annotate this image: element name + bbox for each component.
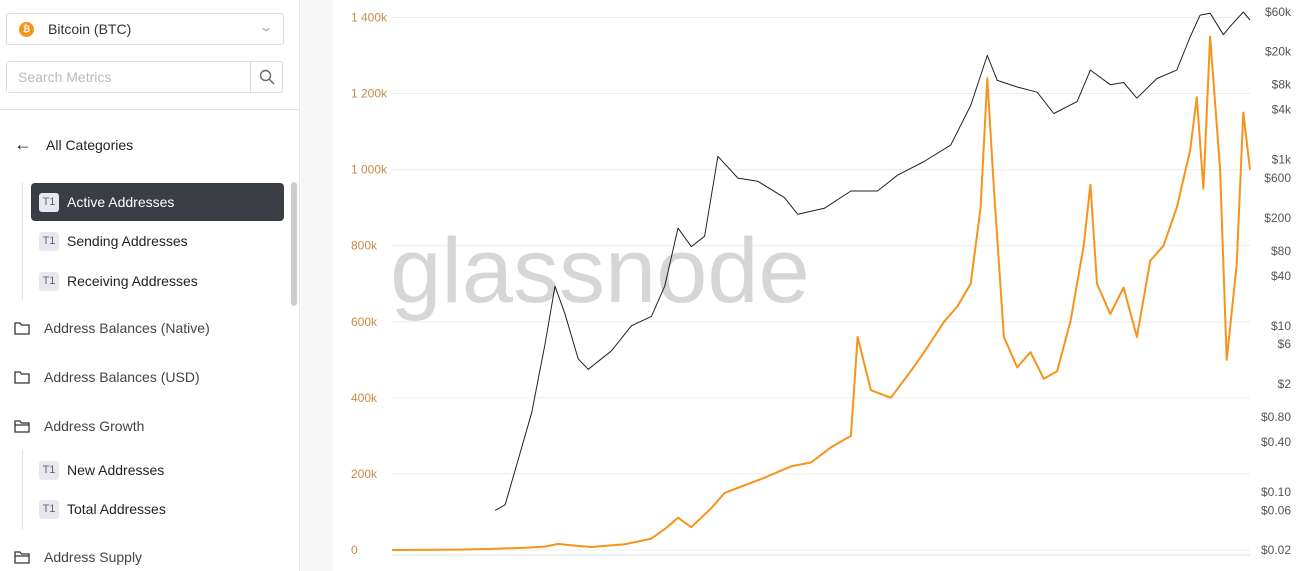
- chevron-down-icon: ⌄: [257, 20, 275, 34]
- y-right-tick-label: $80: [1271, 244, 1291, 258]
- y-right-tick-label: $0.06: [1261, 503, 1291, 517]
- tree-line: [22, 450, 23, 530]
- metric-receiving-addresses[interactable]: T1 Receiving Addresses: [31, 262, 284, 300]
- category-address-balances-usd[interactable]: Address Balances (USD): [14, 369, 200, 385]
- search-icon: [259, 69, 274, 85]
- category-label: Address Supply: [44, 549, 143, 565]
- x-tick-label: 2018: [977, 569, 1004, 571]
- tier-badge: T1: [39, 231, 59, 251]
- watermark: glassnode: [390, 220, 809, 322]
- metric-label: Receiving Addresses: [67, 273, 198, 289]
- divider: [0, 109, 300, 110]
- x-tick-label: 2016: [844, 569, 871, 571]
- metric-new-addresses[interactable]: T1 New Addresses: [31, 451, 284, 489]
- tier-badge: T1: [39, 499, 59, 519]
- metric-sending-addresses[interactable]: T1 Sending Addresses: [31, 222, 284, 260]
- arrow-left-icon: ←: [14, 134, 32, 154]
- search-box: [6, 61, 283, 93]
- asset-label: Bitcoin (BTC): [48, 21, 132, 37]
- all-categories-back[interactable]: ← All Categories: [14, 134, 133, 155]
- tier-badge: T1: [39, 460, 59, 480]
- y-left-tick-label: 0: [351, 543, 358, 557]
- category-label: Address Balances (USD): [44, 369, 200, 385]
- tree-line: [22, 182, 23, 300]
- y-left-tick-label: 400k: [351, 391, 378, 405]
- back-label: All Categories: [46, 136, 134, 153]
- tier-badge: T1: [39, 192, 59, 212]
- category-label: Address Balances (Native): [44, 320, 210, 336]
- y-right-tick-label: $1k: [1272, 153, 1292, 167]
- y-right-tick-label: $10: [1271, 319, 1291, 333]
- category-address-growth[interactable]: Address Growth: [14, 418, 144, 434]
- y-left-tick-label: 1 000k: [351, 163, 388, 177]
- y-right-tick-label: $8k: [1272, 78, 1292, 92]
- y-right-tick-label: $200: [1264, 211, 1291, 225]
- metric-label: New Addresses: [67, 462, 165, 478]
- bitcoin-icon: ₿: [19, 21, 34, 37]
- metric-label: Active Addresses: [67, 194, 175, 210]
- category-address-supply[interactable]: Address Supply: [14, 549, 142, 565]
- y-left-tick-label: 1 200k: [351, 87, 388, 101]
- y-right-tick-label: $0.10: [1261, 485, 1291, 499]
- active-addresses-line: [391, 35, 1251, 551]
- y-left-tick-label: 200k: [351, 467, 378, 481]
- category-label: Address Growth: [44, 418, 145, 434]
- sidebar: ₿ Bitcoin (BTC) ⌄ ← All Categories T1 Ac…: [0, 0, 300, 571]
- y-left-tick-label: 800k: [351, 239, 378, 253]
- y-right-tick-label: $2: [1278, 377, 1292, 391]
- category-address-balances-native[interactable]: Address Balances (Native): [14, 320, 210, 336]
- search-button[interactable]: [250, 62, 282, 92]
- tier-badge: T1: [39, 271, 59, 291]
- metric-label: Total Addresses: [67, 501, 166, 517]
- y-right-tick-label: $0.80: [1261, 410, 1291, 424]
- price-line: [494, 11, 1251, 511]
- sidebar-scrollbar[interactable]: [291, 182, 297, 306]
- y-right-tick-label: $0.02: [1261, 543, 1291, 557]
- metric-active-addresses[interactable]: T1 Active Addresses: [31, 183, 284, 221]
- x-tick-label: 2020: [1110, 569, 1137, 571]
- y-right-tick-label: $0.40: [1261, 435, 1291, 449]
- metric-label: Sending Addresses: [67, 233, 188, 249]
- y-right-tick-label: $20k: [1265, 45, 1292, 59]
- y-right-tick-label: $600: [1264, 171, 1291, 185]
- search-input[interactable]: [7, 62, 250, 92]
- y-right-tick-label: $4k: [1272, 103, 1292, 117]
- folder-open-icon: [14, 420, 30, 433]
- asset-selector[interactable]: ₿ Bitcoin (BTC) ⌄: [6, 13, 284, 45]
- y-left-tick-label: 1 400k: [351, 10, 388, 24]
- y-left-tick-label: 600k: [351, 315, 378, 329]
- y-right-tick-label: $40: [1271, 269, 1291, 283]
- x-tick-label: 2012: [578, 569, 605, 571]
- y-right-tick-label: $60k: [1265, 5, 1292, 19]
- y-right-tick-label: $6: [1278, 337, 1292, 351]
- panel-gap: [301, 0, 333, 571]
- x-tick-label: 2010: [445, 569, 472, 571]
- chart: glassnode 0 200k 400k 600k 800k 1 000k 1 200k 1…: [351, 5, 1292, 571]
- metric-total-addresses[interactable]: T1 Total Addresses: [31, 490, 284, 528]
- x-tick-label: 2014: [711, 569, 738, 571]
- folder-open-icon: [14, 551, 30, 564]
- folder-icon: [14, 371, 30, 384]
- folder-icon: [14, 322, 30, 335]
